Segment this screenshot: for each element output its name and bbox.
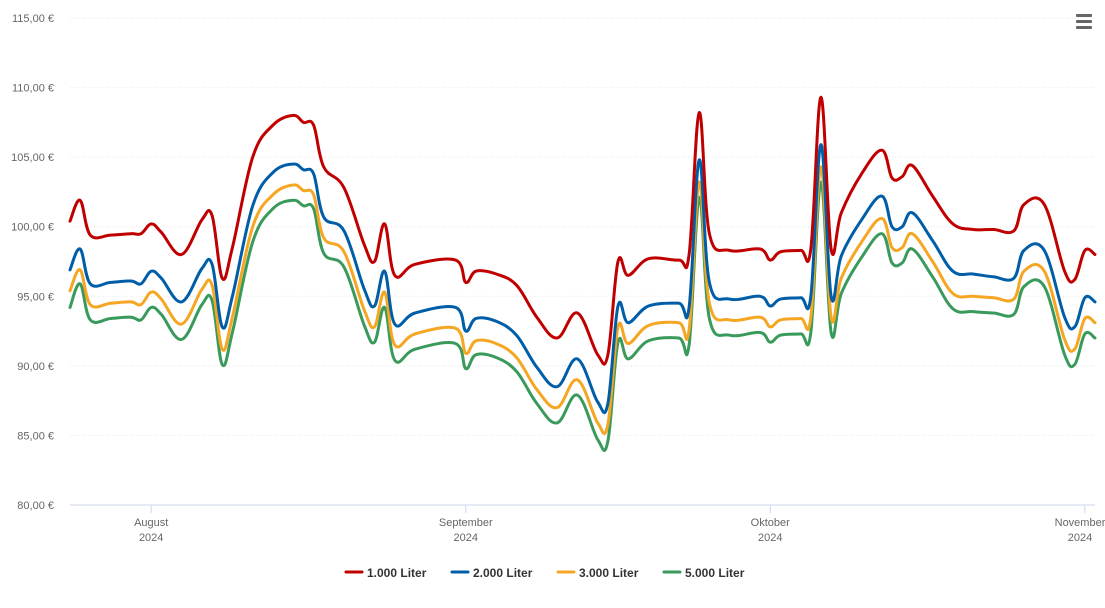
- y-tick-label: 105,00 €: [11, 152, 54, 164]
- x-tick-month-label: September: [439, 517, 493, 529]
- legend-label: 1.000 Liter: [367, 566, 427, 580]
- x-tick-year-label: 2024: [1068, 532, 1092, 544]
- y-tick-label: 80,00 €: [17, 500, 54, 512]
- legend-item[interactable]: 5.000 Liter: [662, 566, 745, 580]
- x-tick-year-label: 2024: [139, 532, 163, 544]
- y-tick-label: 85,00 €: [17, 430, 54, 442]
- legend-label: 3.000 Liter: [579, 566, 639, 580]
- legend-label: 5.000 Liter: [685, 566, 745, 580]
- legend-item[interactable]: 2.000 Liter: [450, 566, 533, 580]
- grid-lines: [70, 17, 1095, 436]
- y-tick-label: 90,00 €: [17, 361, 54, 373]
- legend-item[interactable]: 1.000 Liter: [344, 566, 427, 580]
- y-tick-label: 115,00 €: [12, 13, 54, 25]
- hamburger-menu-icon-bar: [1076, 19, 1092, 23]
- series-line-3000-liter: [68, 165, 1097, 436]
- x-tick-month-label: August: [134, 517, 168, 529]
- legend-item[interactable]: 3.000 Liter: [556, 566, 639, 580]
- x-tick-month-label: November: [1055, 517, 1105, 529]
- y-axis: 80,00 € 85,00 € 90,00 € 95,00 € 100,00 € 105,…: [11, 13, 54, 512]
- y-tick-label: 110,00 €: [12, 83, 54, 95]
- hamburger-menu-icon-bar: [1076, 25, 1092, 29]
- legend: 1.000 Liter 2.000 Liter 3.000 Liter 5.000 L…: [344, 566, 745, 580]
- x-tick-year-label: 2024: [758, 532, 782, 544]
- series-lines: [68, 95, 1097, 452]
- series-line-5000-liter: [68, 180, 1097, 452]
- x-tick-year-label: 2024: [454, 532, 478, 544]
- series-line-1000-liter: [68, 95, 1097, 366]
- hamburger-menu-icon: [1076, 13, 1092, 17]
- legend-label: 2.000 Liter: [473, 566, 533, 580]
- x-tick-month-label: Oktober: [751, 517, 790, 529]
- x-axis: August 2024 September 2024 Oktober 2024 Novemb…: [70, 504, 1105, 544]
- chart-menu-button[interactable]: [1070, 8, 1098, 34]
- y-tick-label: 95,00 €: [17, 291, 54, 303]
- y-tick-label: 100,00 €: [11, 222, 54, 234]
- series-line-2000-liter: [68, 143, 1097, 415]
